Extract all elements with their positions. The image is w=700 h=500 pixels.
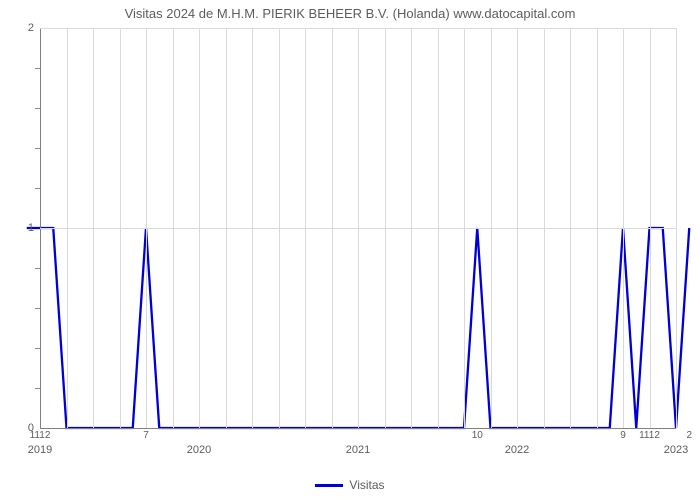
- legend-swatch: [315, 484, 343, 487]
- y-axis-minor-tick: [35, 148, 40, 149]
- grid-line-horizontal: [40, 28, 676, 29]
- x-axis-tick-minor: 9: [620, 428, 626, 441]
- x-axis-tick-major: 2021: [346, 428, 370, 456]
- y-axis-minor-tick: [35, 108, 40, 109]
- legend-label: Visitas: [349, 478, 384, 492]
- x-axis-tick-major: 2020: [187, 428, 211, 456]
- y-axis-minor-tick: [35, 68, 40, 69]
- x-axis-tick-minor: 10: [472, 428, 483, 441]
- y-axis-minor-tick: [35, 188, 40, 189]
- chart-title: Visitas 2024 de M.H.M. PIERIK BEHEER B.V…: [0, 6, 700, 21]
- y-axis-minor-tick: [35, 308, 40, 309]
- x-axis-tick-minor: 1112: [30, 428, 51, 441]
- x-axis-tick-minor: 7: [143, 428, 149, 441]
- chart-container: Visitas 2024 de M.H.M. PIERIK BEHEER B.V…: [0, 0, 700, 500]
- plot-area: 012201920202021202220231112710911122: [40, 28, 676, 428]
- y-axis-minor-tick: [35, 388, 40, 389]
- y-axis-minor-tick: [35, 348, 40, 349]
- y-axis-minor-tick: [35, 268, 40, 269]
- x-axis-tick-major: 2023: [664, 428, 688, 456]
- y-axis-tick: 1: [28, 222, 40, 234]
- grid-line-horizontal: [40, 228, 676, 229]
- x-axis-tick-minor: 1112: [639, 428, 660, 441]
- legend: Visitas: [0, 478, 700, 492]
- x-axis-tick-major: 2022: [505, 428, 529, 456]
- x-axis-tick-minor: 2: [686, 428, 692, 441]
- y-axis-tick: 2: [28, 22, 40, 34]
- grid-line-vertical: [676, 28, 677, 428]
